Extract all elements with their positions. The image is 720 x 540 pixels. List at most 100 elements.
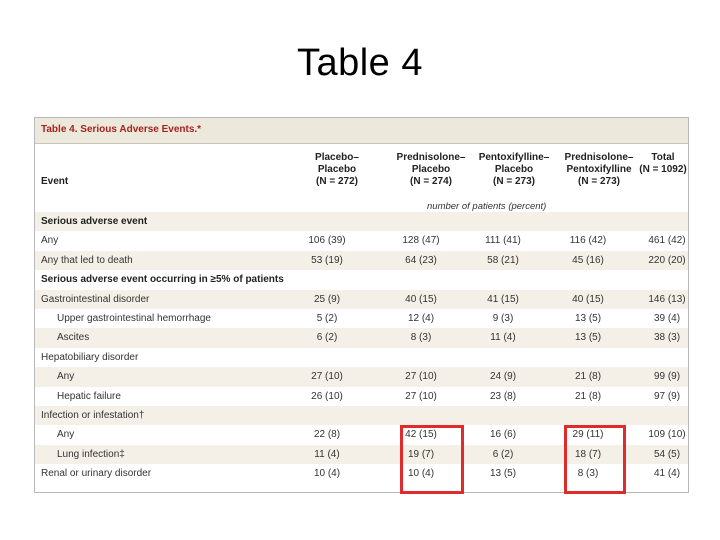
table-caption-number: Table 4. [41, 124, 78, 135]
row-label: Any [57, 429, 75, 441]
row-label: Any [57, 371, 75, 383]
column-header-line: (N = 273) [578, 176, 620, 187]
table-row: Infection or infestation† [35, 406, 688, 426]
table-cell: 220 (20) [648, 254, 686, 266]
row-label: Ascites [57, 332, 90, 344]
column-header-line: (N = 273) [493, 176, 535, 187]
table-cell: 24 (9) [489, 371, 517, 383]
table-cell: 40 (15) [405, 293, 437, 305]
table-cell: 41 (4) [653, 468, 681, 480]
row-label: Any [41, 235, 59, 247]
column-header-line: Prednisolone– [564, 152, 634, 163]
highlight-box-prednisolone-placebo [400, 425, 464, 494]
column-header-line: Placebo [411, 164, 451, 175]
row-label: Hepatobiliary disorder [41, 351, 139, 363]
table-cell: 9 (3) [492, 313, 514, 324]
table-cell: 45 (16) [572, 254, 604, 266]
table-row: Hepatic failure 26 (10) 27 (10) 23 (8) 21 (8… [35, 387, 688, 406]
row-label: Hepatic failure [57, 390, 121, 402]
table-row: Any 106 (39) 128 (47) 111 (41) 116 (42) 461 (… [35, 231, 688, 250]
table-row: Any 27 (10) 27 (10) 24 (9) 21 (8) 99 (9) [35, 367, 688, 387]
table-cell: 106 (39) [308, 235, 346, 247]
table-cell: 23 (8) [489, 390, 517, 402]
table-cell: 27 (10) [405, 371, 437, 383]
table-cell: 53 (19) [311, 254, 343, 266]
column-header-5: Total (N = 1092) [633, 152, 693, 176]
table-cell: 41 (15) [487, 293, 519, 305]
table-row: Serious adverse event [35, 212, 688, 232]
table-row: Hepatobiliary disorder [35, 348, 688, 367]
table-cell: 99 (9) [653, 371, 681, 383]
table-row: Serious adverse event occurring in ≥5% o… [35, 270, 688, 289]
table-cell: 27 (10) [311, 371, 343, 383]
table-cell: 128 (47) [402, 235, 440, 247]
adverse-events-table: Table 4. Serious Adverse Events.* Event … [34, 117, 689, 494]
table-cell: 6 (2) [316, 332, 338, 344]
highlight-box-prednisolone-pentoxifylline [564, 425, 626, 494]
table-cell: 8 (3) [577, 468, 599, 480]
column-header-line: Pentoxifylline [566, 164, 632, 175]
table-row: Any 22 (8) 42 (15) 16 (6) 29 (11) 109 (10) [35, 425, 688, 444]
table-row: Upper gastrointestinal hemorrhage 5 (2) 12… [35, 309, 688, 328]
table-cell: 21 (8) [574, 390, 602, 402]
row-label: Serious adverse event occurring in ≥5% o… [41, 274, 284, 286]
column-header-line: (N = 1092) [639, 164, 687, 175]
table-cell: 38 (3) [653, 332, 681, 344]
table-cell: 109 (10) [648, 429, 686, 441]
column-header-line: (N = 274) [410, 176, 452, 187]
slide-title: Table 4 [296, 42, 424, 84]
table-cell: 116 (42) [569, 235, 607, 247]
row-label: Gastrointestinal disorder [41, 293, 150, 305]
table-cell: 111 (41) [485, 235, 521, 247]
column-header-line: Pentoxifylline– [478, 152, 550, 163]
table-row: Renal or urinary disorder 10 (4) 10 (4) 13 … [35, 464, 688, 483]
table-cell: 146 (13) [648, 293, 686, 305]
event-column-header: Event [41, 176, 69, 187]
table-row: Lung infection‡ 11 (4) 19 (7) 6 (2) 18 (7) 54… [35, 444, 688, 465]
table-cell: 39 (4) [653, 313, 681, 324]
table-cell: 22 (8) [313, 429, 341, 441]
table-cell: 13 (5) [489, 468, 517, 480]
row-label: Any that led to death [41, 254, 133, 266]
row-label: Lung infection‡ [57, 448, 125, 460]
column-header-line: Total [651, 152, 675, 163]
table-cell: 11 (4) [314, 448, 340, 460]
row-label: Renal or urinary disorder [41, 468, 152, 480]
column-header-line: Placebo [317, 164, 357, 175]
table-cell: 10 (4) [407, 468, 435, 480]
table-cell: 25 (9) [313, 293, 341, 305]
table-cell: 13 (5) [574, 313, 602, 324]
units-note: number of patients (percent) [427, 201, 547, 212]
column-header-2: Prednisolone– Placebo (N = 274) [388, 152, 474, 188]
table-cell: 42 (15) [405, 429, 437, 441]
table-cell: 40 (15) [572, 293, 604, 305]
table-caption-text: Serious Adverse Events.* [80, 124, 202, 135]
row-label: Upper gastrointestinal hemorrhage [57, 313, 211, 324]
column-header-1: Placebo– Placebo (N = 272) [297, 152, 377, 188]
table-cell: 461 (42) [648, 235, 686, 247]
table-cell: 11 (4) [490, 332, 516, 344]
column-header-4: Prednisolone– Pentoxifylline (N = 273) [553, 152, 645, 188]
row-label: Serious adverse event [41, 216, 148, 227]
table-cell: 19 (7) [407, 448, 435, 460]
column-header-line: Prednisolone– [396, 152, 466, 163]
table-cell: 12 (4) [407, 313, 435, 324]
table-header: Event Placebo– Placebo (N = 272) Prednisolo… [35, 144, 688, 212]
table-cell: 6 (2) [492, 448, 514, 460]
table-cell: 18 (7) [574, 448, 602, 460]
column-header-line: Placebo– [315, 152, 359, 163]
table-cell: 5 (2) [316, 313, 338, 324]
table-cell: 97 (9) [653, 390, 681, 402]
table-cell: 26 (10) [311, 390, 343, 402]
table-cell: 27 (10) [405, 390, 437, 402]
column-header-3: Pentoxifylline– Placebo (N = 273) [471, 152, 557, 188]
table-cell: 29 (11) [572, 429, 604, 441]
table-row: Any that led to death 53 (19) 64 (23) 58 (2… [35, 250, 688, 271]
table-row: Gastrointestinal disorder 25 (9) 40 (15) 41… [35, 289, 688, 309]
column-header-line: (N = 272) [316, 176, 358, 187]
table-cell: 64 (23) [405, 254, 437, 266]
table-cell: 8 (3) [410, 332, 432, 344]
table-row: Ascites 6 (2) 8 (3) 11 (4) 13 (5) 38 (3) [35, 328, 688, 348]
table-cell: 54 (5) [653, 448, 681, 460]
table-cell: 13 (5) [574, 332, 602, 344]
